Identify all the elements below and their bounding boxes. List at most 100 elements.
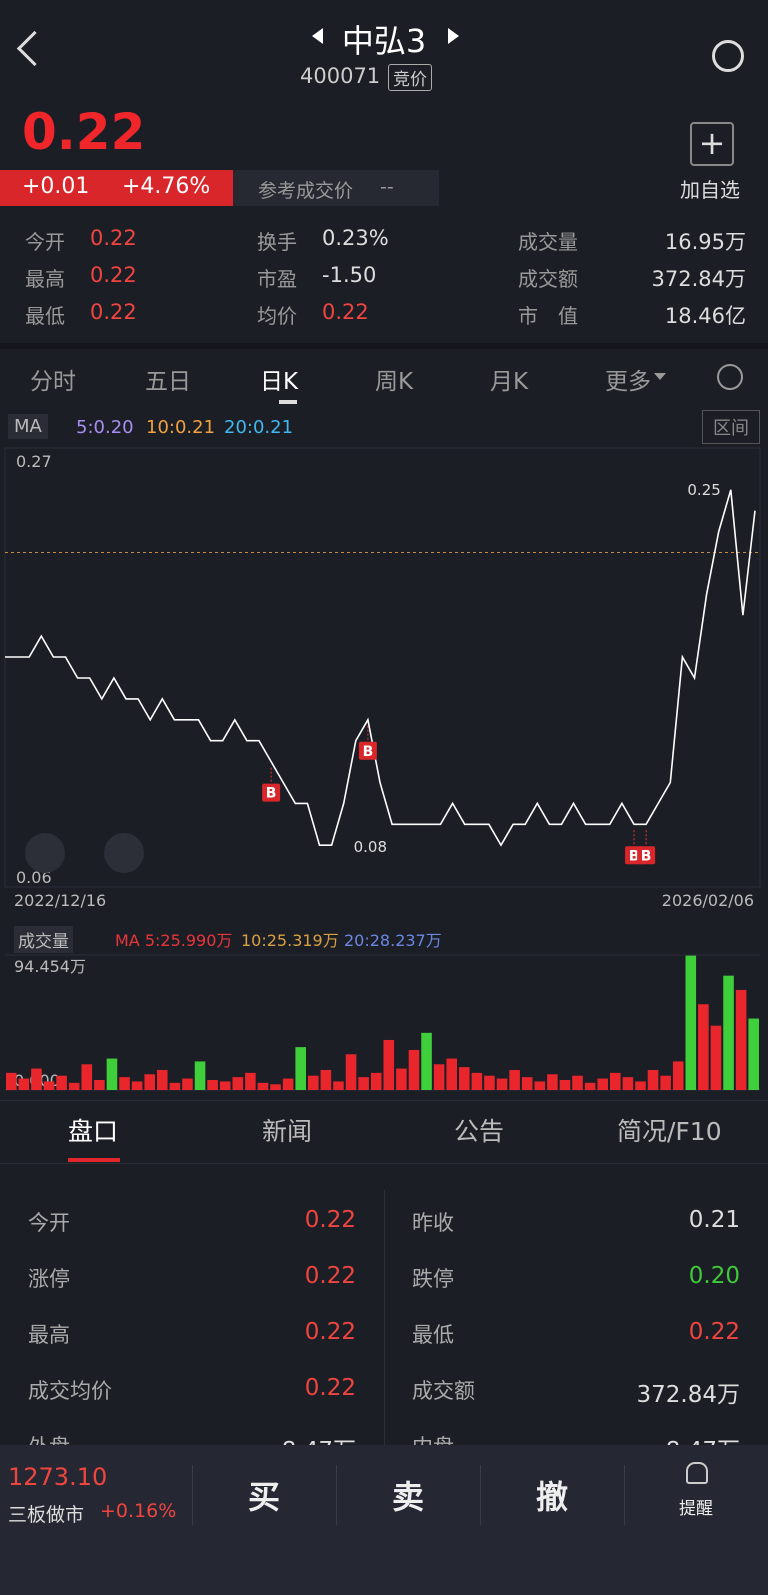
volume-bar [333,1081,344,1090]
table-value: 372.84万 [636,1382,740,1408]
change-bar [0,170,233,206]
period-tab[interactable]: 更多 [605,369,651,395]
trade-button[interactable]: 撤 [535,1478,568,1516]
volume-bar [408,1049,420,1090]
stat-value: 18.46亿 [664,304,746,328]
detail-tab[interactable]: 盘口 [68,1117,119,1146]
table-label: 今开 [28,1211,70,1235]
detail-tab[interactable]: 公告 [454,1117,505,1146]
volume-bar [81,1064,93,1090]
add-watchlist[interactable]: 加自选 [680,178,740,202]
period-tab[interactable]: 分时 [30,369,76,395]
volume-bar [509,1069,520,1090]
volume-bar [748,1018,759,1090]
y-tick-label: 0.27 [16,452,52,471]
volume-bar [257,1082,269,1090]
max-label: 0.25 [687,481,720,499]
buy-marker [358,741,377,760]
table-label: 最低 [412,1323,454,1347]
stat-label: 最低 [25,304,65,328]
stat-value: 0.22 [90,300,137,324]
volume-bar [194,1061,206,1090]
volume-label[interactable]: 成交量 [14,926,73,953]
x-end-label: 2026/02/06 [661,891,754,910]
volume-bar [270,1084,281,1090]
volume-bar [635,1081,646,1090]
volume-bar [56,1075,67,1090]
volume-bar [484,1075,495,1090]
period-tab[interactable]: 五日 [145,369,191,395]
volume-bar [207,1079,218,1090]
range-button[interactable]: 区间 [702,410,760,444]
volume-bar [735,989,747,1090]
volume-bar [106,1058,118,1090]
ref-box [233,170,439,206]
volume-bar [421,1032,432,1090]
table-value: 0.22 [304,1207,356,1233]
volume-bar [534,1081,546,1090]
index-value[interactable]: 1273.10 [8,1463,108,1491]
divider [0,1163,768,1164]
period-tab[interactable]: 月K [490,369,529,395]
table-label: 最高 [28,1323,70,1347]
table-label: 成交均价 [28,1379,112,1403]
volume-bar [358,1077,369,1090]
volume-bar [647,1069,659,1090]
stock-code: 400071 [300,64,381,88]
volume-bar [446,1058,457,1090]
trade-button[interactable]: 买 [247,1478,280,1516]
table-value: 0.20 [688,1263,740,1289]
volume-bar [459,1067,470,1090]
trade-button[interactable]: 卖 [391,1478,424,1516]
detail-tab[interactable]: 新闻 [262,1117,313,1146]
volume-ma: 10:25.319万 [241,931,339,950]
prev-arrow[interactable] [312,28,323,44]
volume-bar [584,1082,596,1090]
volume-bar [144,1074,155,1090]
volume-bar [710,1025,722,1090]
volume-bar [370,1072,382,1090]
volume-bar [282,1078,294,1090]
x-start-label: 2022/12/16 [14,891,107,910]
volume-bar [559,1079,571,1090]
volume-bar [496,1078,508,1090]
period-tab[interactable]: 周K [375,369,414,395]
button-divider [480,1465,481,1525]
volume-bar [157,1069,168,1090]
volume-bar [685,955,697,1090]
dropdown-arrow [654,373,666,386]
stat-label: 成交额 [518,267,578,291]
ma-value: 20:0.21 [224,417,294,438]
volume-bar [308,1075,319,1090]
volume-bar [597,1078,608,1090]
fullscreen-button [104,833,144,873]
settings-button[interactable] [717,364,743,390]
alert-icon [686,1462,708,1484]
ma-label[interactable]: MA [8,414,48,439]
detail-tab[interactable]: 简况/F10 [617,1117,722,1146]
buy-marker [262,783,281,802]
table-label: 成交额 [412,1379,475,1403]
price-line [5,489,756,847]
buy-marker-label: B [629,848,640,864]
period-tab[interactable]: 日K [260,369,299,395]
buy-marker-label: B [641,848,652,864]
volume-bar [43,1081,55,1090]
next-arrow[interactable] [448,28,459,44]
stat-label: 市盈 [257,267,297,291]
price: 0.22 [22,103,146,161]
footer-bar [0,1445,768,1595]
stat-label: 成交量 [518,230,578,254]
add-icon[interactable]: + [690,122,734,166]
buy-marker-label: B [266,786,277,802]
table-value: 0.22 [304,1319,356,1345]
table-label: 昨收 [412,1211,454,1235]
stat-value: 16.95万 [664,230,746,254]
volume-bar [396,1068,407,1090]
alert-button[interactable]: 提醒 [679,1499,713,1519]
search-button[interactable] [712,40,744,72]
table-value: 0.22 [688,1319,740,1345]
table-value: 0.22 [304,1375,356,1401]
stat-label: 市 值 [518,304,578,328]
